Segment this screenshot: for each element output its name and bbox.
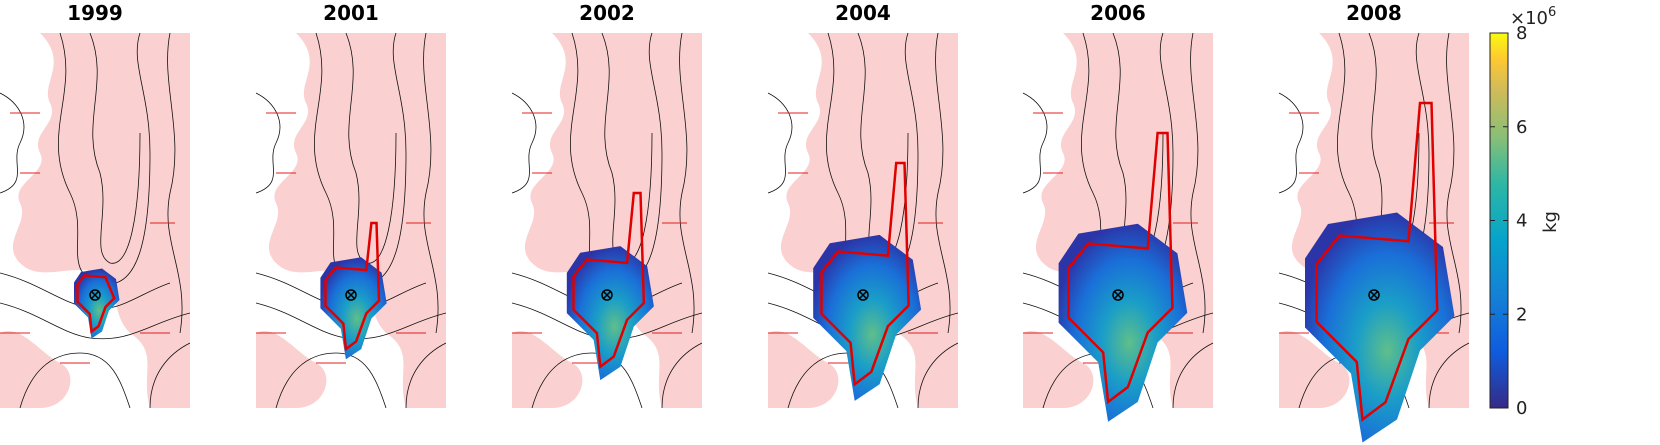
source-marker <box>1368 289 1380 301</box>
contour <box>661 342 703 409</box>
contour <box>857 32 909 264</box>
contour <box>167 32 183 334</box>
contour <box>679 32 695 334</box>
contour <box>405 342 447 409</box>
contour <box>935 32 951 334</box>
source-marker <box>1113 290 1123 300</box>
source-marker <box>602 290 612 300</box>
contour <box>511 92 537 194</box>
map-panel <box>1278 32 1470 443</box>
contour <box>0 92 25 194</box>
colorbar-label: kg <box>1540 211 1561 233</box>
colorbar-exponent: ×106 <box>1510 5 1556 29</box>
map-panel <box>767 32 959 409</box>
plume-outline <box>1315 101 1439 422</box>
pink-region <box>1023 330 1094 408</box>
source-marker <box>601 289 613 301</box>
source-marker <box>1112 289 1124 301</box>
panel-title: 2004 <box>835 1 891 25</box>
source-marker <box>857 289 869 301</box>
source-marker <box>346 290 356 300</box>
contour <box>917 342 959 409</box>
panel-title: 2008 <box>1346 1 1402 25</box>
contour <box>531 352 643 409</box>
contour <box>1190 32 1206 334</box>
plume <box>566 246 654 381</box>
pink-region <box>0 330 71 408</box>
contour <box>345 32 397 264</box>
map-panel <box>1022 32 1214 422</box>
colorbar-tick-label: 2 <box>1516 304 1527 325</box>
plume-outline <box>572 191 646 370</box>
colorbar-tick-label: 8 <box>1516 23 1527 44</box>
contour <box>1428 342 1470 409</box>
contour <box>275 352 387 409</box>
contour <box>0 302 191 340</box>
source-marker <box>858 290 868 300</box>
source-marker <box>1369 290 1379 300</box>
contour <box>19 352 131 409</box>
map-panel <box>0 32 191 409</box>
pink-region <box>12 33 190 408</box>
source-marker <box>89 289 101 301</box>
plume <box>813 234 922 401</box>
contour <box>255 92 281 194</box>
contour <box>767 92 793 194</box>
panel-title: 1999 <box>67 1 123 25</box>
map-panel <box>255 32 447 409</box>
contour <box>149 342 191 409</box>
panel-title: 2002 <box>579 1 635 25</box>
plume-outline <box>76 274 116 334</box>
plume <box>1305 212 1455 443</box>
pink-region <box>524 33 702 408</box>
source-marker <box>90 290 100 300</box>
contour <box>1022 92 1048 194</box>
contour <box>423 32 439 334</box>
pink-region <box>268 33 446 408</box>
plume-outline <box>820 161 910 387</box>
plume-outline <box>1067 131 1174 405</box>
pink-region <box>512 330 583 408</box>
pink-region <box>256 330 327 408</box>
pink-region <box>1279 330 1350 408</box>
map-panel <box>511 32 703 409</box>
panels <box>0 32 1470 443</box>
pink-region <box>768 330 839 408</box>
colorbar-tick-label: 6 <box>1516 117 1527 138</box>
colorbar-axis: 0 2 4 6 8 <box>1490 23 1527 419</box>
contour <box>89 32 141 264</box>
contour <box>1446 32 1462 334</box>
source-marker <box>345 289 357 301</box>
contour <box>1278 92 1304 194</box>
contour <box>1172 342 1214 409</box>
colorbar-tick-label: 4 <box>1516 211 1527 232</box>
plume <box>320 257 387 360</box>
panel-title: 2001 <box>323 1 379 25</box>
plume-outline <box>324 221 381 352</box>
contour <box>601 32 653 264</box>
panel-title: 2006 <box>1090 1 1146 25</box>
plume <box>1058 223 1188 422</box>
colorbar-tick-label: 0 <box>1516 398 1527 419</box>
